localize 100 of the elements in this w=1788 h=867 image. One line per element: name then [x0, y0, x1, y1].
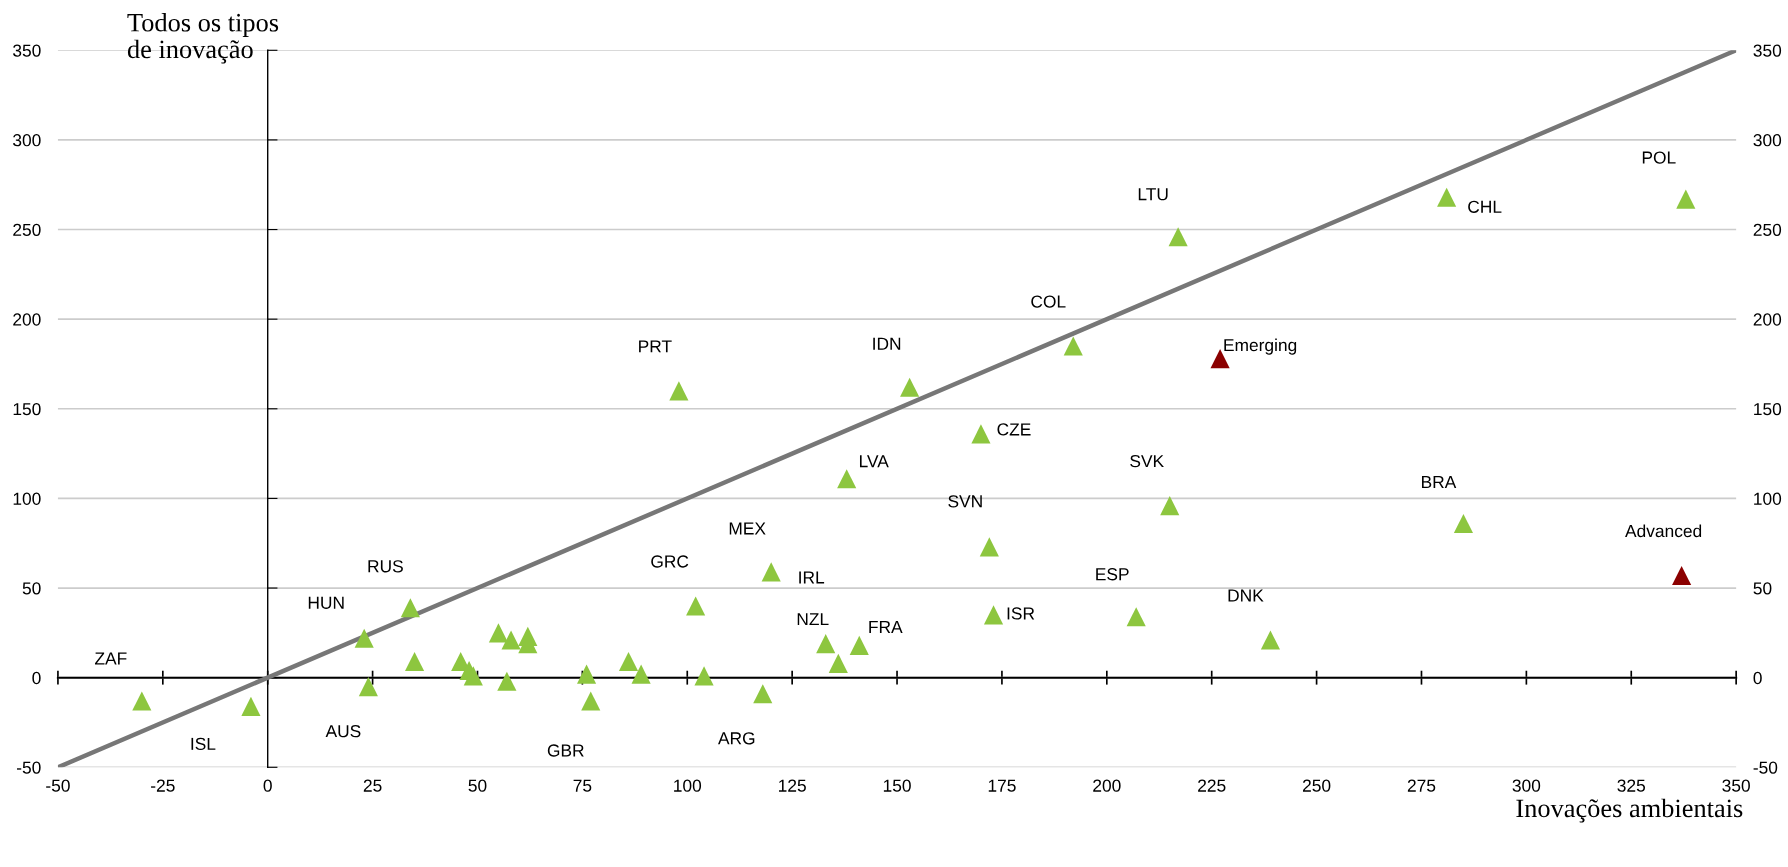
point: [669, 381, 689, 401]
point: [837, 469, 857, 489]
point: [581, 691, 601, 711]
point: [971, 424, 991, 444]
annotation: CZE: [997, 423, 1031, 436]
point: [577, 664, 597, 684]
point: [132, 691, 152, 711]
y-tick-label: 350: [13, 44, 41, 57]
annotation: COL: [1031, 295, 1066, 308]
x-tick-label: 25: [363, 779, 382, 792]
point: [1160, 496, 1180, 516]
point: [354, 628, 374, 648]
y2-tick-label: 100: [1754, 492, 1782, 505]
annotation: IRL: [799, 571, 825, 584]
point: [358, 677, 378, 697]
annotation: ARG: [718, 732, 755, 745]
y-tick-label: -50: [17, 761, 41, 774]
x-tick-label: 125: [778, 779, 806, 792]
y2-tick-label: 0: [1753, 671, 1762, 685]
point: [828, 653, 848, 673]
point: [631, 664, 651, 684]
annotation: Advanced: [1625, 524, 1702, 538]
y2-tick-label: -50: [1753, 761, 1778, 774]
annotation: IDN: [873, 337, 901, 350]
annotation: ISR: [1007, 607, 1035, 620]
point: [694, 666, 714, 686]
y2-tick-label: 300: [1753, 134, 1782, 147]
annotation: FRA: [869, 620, 903, 633]
point: [1260, 630, 1281, 650]
point: [518, 626, 538, 647]
x-tick-label: 150: [883, 779, 911, 792]
annotation: GBR: [547, 744, 584, 757]
annotation: DNK: [1228, 589, 1264, 602]
x-tick-label: 75: [573, 779, 592, 792]
x-tick-label: 100: [674, 779, 702, 792]
point: [400, 598, 420, 618]
y-tick-label: 100: [13, 492, 41, 505]
y-tick-label: 300: [13, 134, 41, 147]
y-tick-label: 50: [22, 582, 41, 595]
annotation: GRC: [651, 555, 689, 568]
x-tick-label: -50: [46, 779, 70, 792]
annotation: BRA: [1422, 476, 1457, 488]
point: [900, 377, 920, 397]
annotation: MEX: [729, 522, 766, 535]
point: [1168, 227, 1188, 247]
point: [816, 634, 836, 654]
point: [1063, 336, 1083, 356]
x-tick-label: -25: [151, 779, 175, 792]
annotation: NZL: [797, 613, 829, 626]
x-tick-label: 300: [1512, 779, 1541, 792]
point: [618, 651, 639, 672]
y2-tick-label: 250: [1753, 223, 1782, 236]
x-tick-label: 0: [263, 779, 272, 792]
y2-tick-label: 200: [1753, 313, 1782, 326]
annotation: LTU: [1138, 188, 1168, 201]
point: [753, 684, 773, 704]
point: [501, 630, 521, 650]
annotation: HUN: [308, 596, 344, 609]
point: [1126, 607, 1146, 627]
annotation: ESP: [1096, 568, 1129, 581]
point: [1672, 565, 1692, 586]
point: [1437, 187, 1457, 207]
point: [1676, 189, 1696, 209]
point: [686, 596, 706, 616]
x-tick-label: 200: [1093, 779, 1121, 792]
annotation: CHL: [1468, 200, 1502, 213]
y2-tick-label: 50: [1753, 582, 1772, 595]
point: [241, 696, 261, 716]
x-tick-label: 350: [1722, 779, 1750, 792]
y2-tick-label: 150: [1754, 402, 1782, 416]
x-tick-label: 225: [1198, 779, 1226, 792]
point: [404, 651, 425, 672]
x-tick-label: 175: [988, 779, 1016, 792]
annotation: ZAF: [95, 652, 127, 665]
y-tick-label: 200: [13, 313, 41, 326]
y-axis-title: Todos os tipos de inovação: [127, 13, 279, 64]
x-tick-label: 275: [1407, 779, 1436, 792]
annotation: ISL: [191, 737, 216, 751]
x-tick-label: 250: [1302, 779, 1331, 792]
point: [497, 671, 517, 691]
y-tick-label: 150: [13, 402, 41, 416]
annotation: Emerging: [1224, 338, 1297, 355]
point: [463, 666, 483, 686]
annotation: PRT: [639, 340, 672, 353]
point: [488, 623, 509, 643]
point: [761, 562, 781, 582]
annotation: POL: [1642, 151, 1676, 164]
x-axis-title: Inovações ambientais: [1516, 798, 1743, 823]
annotation: SVK: [1130, 454, 1164, 468]
point: [983, 605, 1004, 625]
x-tick-label: 50: [468, 779, 487, 792]
point: [849, 635, 869, 655]
y2-tick-label: 350: [1753, 44, 1782, 57]
y-tick-label: 0: [32, 671, 41, 685]
point: [1453, 513, 1474, 534]
point: [979, 537, 999, 557]
y-tick-label: 250: [13, 223, 41, 236]
annotation: LVA: [859, 455, 889, 468]
annotation: RUS: [368, 560, 403, 573]
x-tick-label: 325: [1617, 779, 1646, 792]
